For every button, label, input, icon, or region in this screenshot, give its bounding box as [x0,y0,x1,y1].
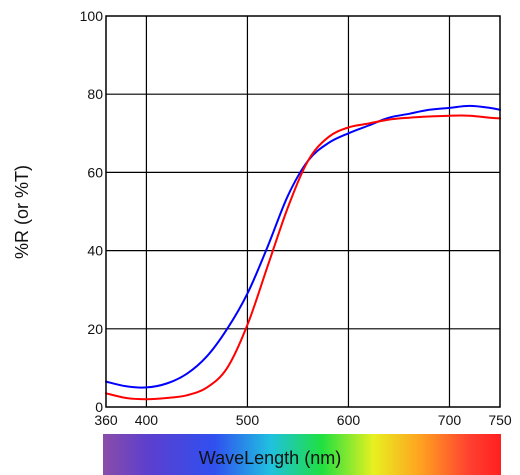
y-tick-label: 0 [95,399,103,415]
x-tick-label: 700 [438,412,462,428]
x-tick-label: 750 [488,412,512,428]
series-line-2 [105,114,501,401]
x-tick-label: 600 [337,412,361,428]
spectrum-bar [103,434,501,475]
y-tick-label: 60 [87,164,103,180]
series-layer [105,104,501,401]
x-tick-label: 360 [94,412,118,428]
y-axis-label: %R (or %T) [12,165,32,259]
plot-background [106,16,500,407]
y-tick-label: 100 [80,8,104,24]
plot-frame [105,15,501,408]
y-tick-label: 80 [87,86,103,102]
x-tick-label: 400 [135,412,159,428]
x-axis-label: WaveLength (nm) [199,448,341,468]
x-tick-label: 500 [236,412,260,428]
x-gridlines [145,16,451,407]
y-tick-label: 20 [87,321,103,337]
x-tick-labels: 360 400 500 600 700 750 [94,412,512,428]
y-tick-labels: 0 20 40 60 80 100 [80,8,104,415]
y-tick-label: 40 [87,243,103,259]
